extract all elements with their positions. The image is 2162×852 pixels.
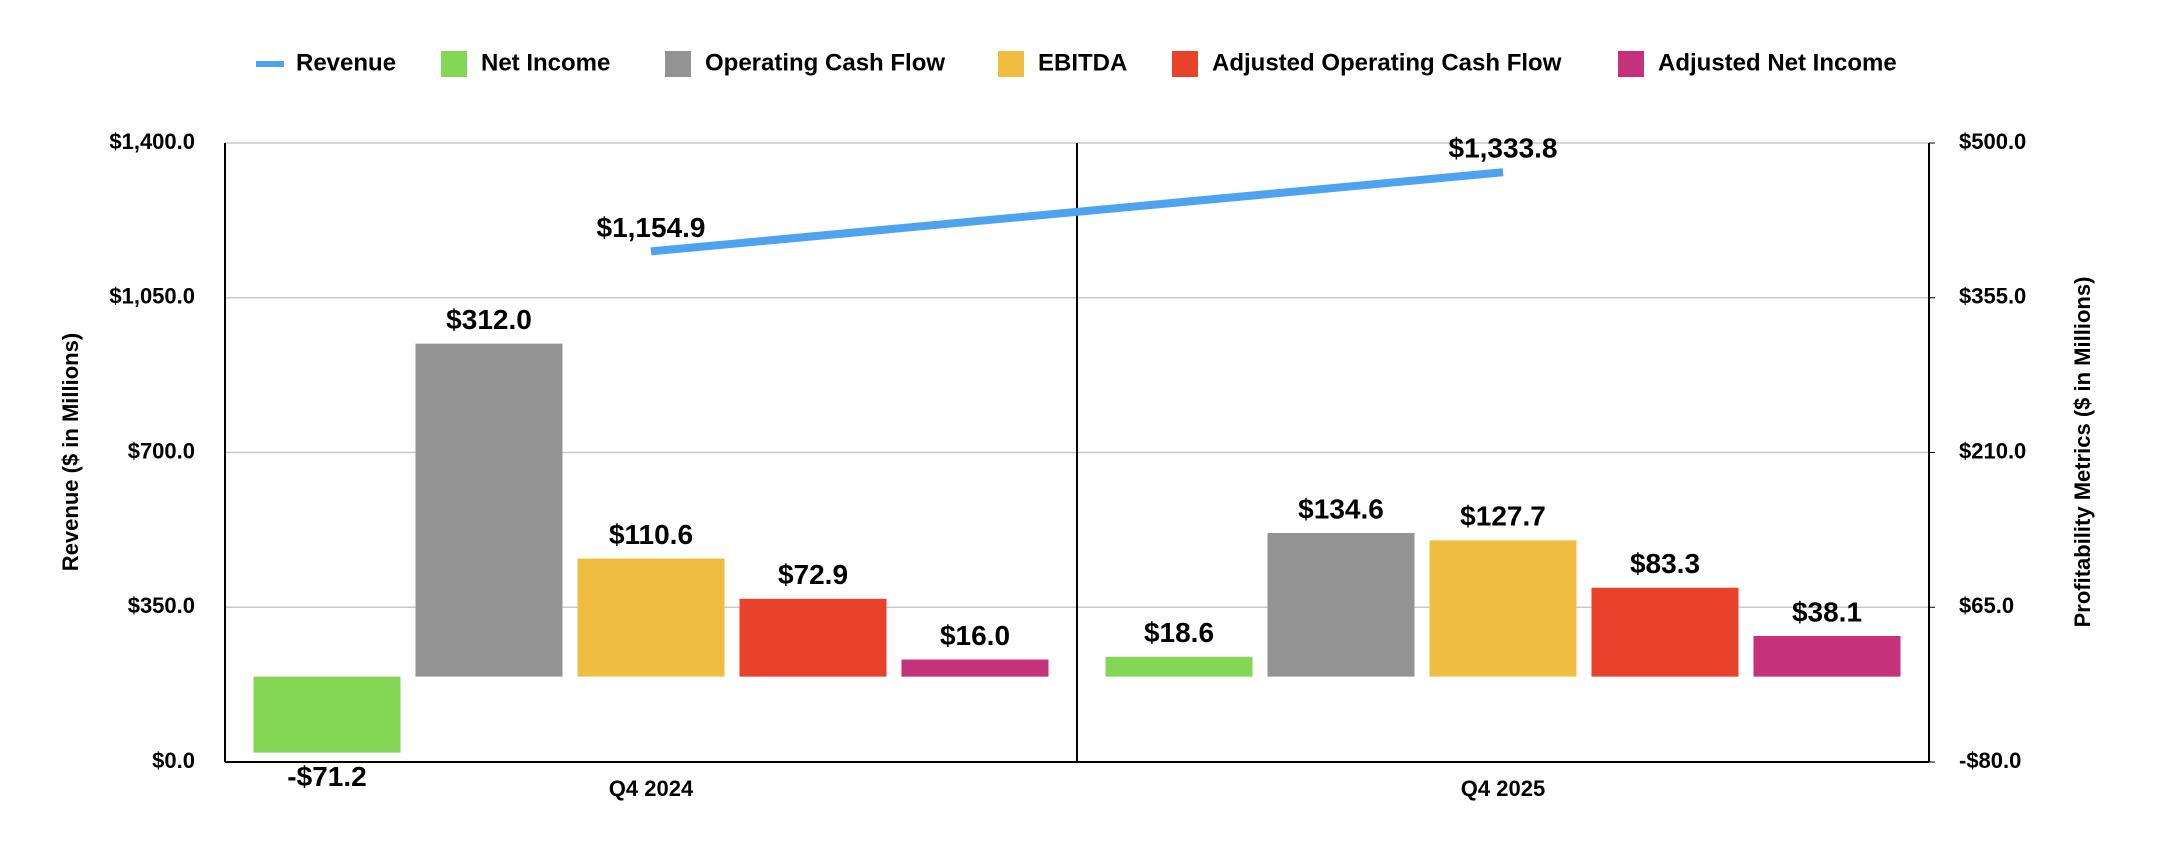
data-label: -$71.2 [287,761,366,792]
data-label: $127.7 [1460,501,1546,532]
y2-tick-label: $355.0 [1959,284,2026,309]
y-tick-label: $1,400.0 [109,129,195,154]
legend-label: Revenue [296,49,396,76]
data-label: $18.6 [1144,617,1214,648]
y2-tick-label: $210.0 [1959,438,2026,463]
legend-swatch [1618,51,1644,77]
legend-swatch [441,51,467,77]
legend-swatch [1172,51,1198,77]
x-tick-label: Q4 2024 [609,776,694,801]
x-tick-label: Q4 2025 [1461,776,1545,801]
bar [1591,587,1739,677]
y2-tick-label: $65.0 [1959,593,2014,618]
y-tick-label: $350.0 [128,593,195,618]
data-label: $72.9 [778,559,848,590]
data-label: $83.3 [1630,548,1700,579]
y2-tick-label: $500.0 [1959,129,2026,154]
data-label: $110.6 [609,519,693,550]
bar [901,659,1049,677]
data-label: $134.6 [1298,493,1384,524]
y2-axis-title: Profitability Metrics ($ in Millions) [2070,277,2095,628]
bar [1429,540,1577,677]
y-axis-title: Revenue ($ in Millions) [58,333,83,571]
line [650,168,1504,256]
bar [577,558,725,677]
legend-label: Operating Cash Flow [705,49,945,76]
data-label: $16.0 [940,620,1010,651]
bar [1105,656,1253,677]
legend-label: Net Income [481,49,610,76]
legend-label: Adjusted Net Income [1658,49,1897,76]
y2-tick-label: -$80.0 [1959,748,2021,773]
legend-label: Adjusted Operating Cash Flow [1212,49,1562,76]
legend-label: EBITDA [1038,49,1127,76]
bar [1753,635,1901,677]
data-label: $38.1 [1792,596,1862,627]
y-tick-label: $1,050.0 [109,284,195,309]
y-tick-label: $0.0 [152,748,195,773]
bar [415,343,563,677]
data-label: $1,333.8 [1449,133,1558,164]
bar [739,598,887,677]
y-tick-label: $700.0 [128,438,195,463]
legend-swatch [998,51,1024,77]
legend-swatch [665,51,691,77]
data-label: $1,154.9 [597,212,706,243]
data-label: $312.0 [446,304,532,335]
bar [1267,532,1415,677]
bar [253,676,401,753]
